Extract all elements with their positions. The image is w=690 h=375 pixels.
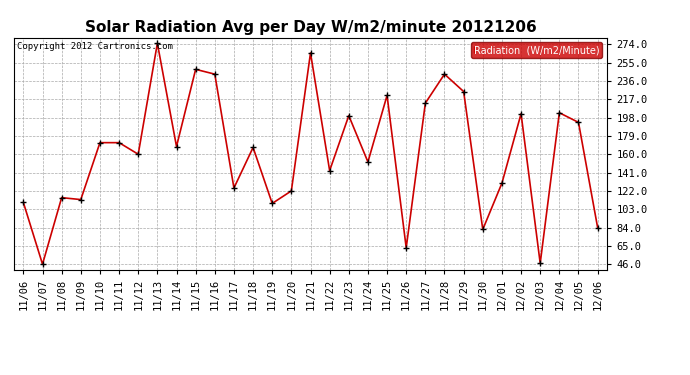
Title: Solar Radiation Avg per Day W/m2/minute 20121206: Solar Radiation Avg per Day W/m2/minute … xyxy=(85,20,536,35)
Text: Copyright 2012 Cartronics.com: Copyright 2012 Cartronics.com xyxy=(17,42,172,51)
Legend: Radiation  (W/m2/Minute): Radiation (W/m2/Minute) xyxy=(471,42,602,58)
